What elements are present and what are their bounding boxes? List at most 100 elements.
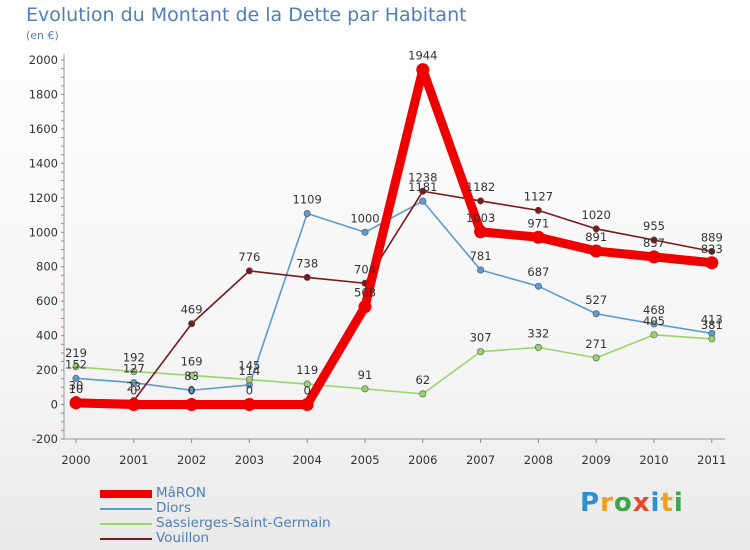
series-1-data-label: 0 — [304, 384, 311, 398]
series-3-data-label: 169 — [181, 354, 203, 368]
y-tick-label: 2000 — [29, 53, 58, 67]
logo-letter: i — [673, 488, 684, 518]
series-line-4 — [75, 190, 713, 402]
series-2-data-label: 1109 — [293, 192, 322, 206]
series-3-point — [534, 343, 542, 351]
series-3-data-label: 119 — [296, 363, 318, 377]
series-2-data-label: 152 — [65, 357, 87, 371]
series-2-data-label: 83 — [184, 369, 199, 383]
series-3-data-label: 332 — [527, 326, 549, 340]
series-4-point — [303, 273, 311, 281]
series-3-data-label: 219 — [65, 346, 87, 360]
series-4-point — [419, 187, 427, 195]
legend-label: Vouillon — [156, 530, 210, 546]
series-3-data-label: 405 — [643, 314, 665, 328]
legend-item: Vouillon — [100, 531, 331, 546]
y-tick-label: 400 — [36, 329, 58, 343]
y-tick-label: -200 — [32, 432, 58, 446]
x-tick-label: 2008 — [524, 453, 553, 467]
series-2-point — [477, 266, 485, 274]
series-4-data-label: 1020 — [582, 208, 611, 222]
series-1-point — [531, 230, 545, 244]
series-4-point — [592, 225, 600, 233]
y-tick-label: 0 — [51, 398, 58, 412]
series-2-data-label: 114 — [238, 364, 260, 378]
logo-letter: o — [613, 488, 633, 518]
series-2-point — [303, 209, 311, 217]
x-tick-label: 2006 — [408, 453, 437, 467]
series-2-data-label: 687 — [527, 265, 549, 279]
y-tick-label: 1200 — [29, 191, 58, 205]
series-1-data-label: 823 — [701, 242, 723, 256]
series-4-data-label: 1182 — [466, 180, 495, 194]
series-4-point — [534, 206, 542, 214]
x-tick-label: 2002 — [177, 453, 206, 467]
series-3-point — [650, 331, 658, 339]
series-2-data-label: 468 — [643, 303, 665, 317]
series-2-data-label: 127 — [123, 362, 145, 376]
series-3-point — [419, 390, 427, 398]
series-3-point — [477, 348, 485, 356]
series-line-2 — [75, 200, 713, 392]
series-2-point — [592, 310, 600, 318]
logo-letter: i — [650, 488, 661, 518]
series-4-data-label: 889 — [701, 230, 723, 244]
series-1-point — [69, 396, 83, 410]
series-3-data-label: 62 — [415, 373, 430, 387]
series-4-data-label: 704 — [354, 262, 376, 276]
logo-letter: P — [580, 488, 601, 518]
series-2-data-label: 1181 — [408, 180, 437, 194]
series-1-point — [358, 300, 372, 314]
series-1-point — [416, 63, 430, 77]
x-tick-label: 2007 — [466, 453, 495, 467]
x-tick-label: 2004 — [293, 453, 322, 467]
series-1-point — [300, 398, 314, 412]
series-3-point — [303, 380, 311, 388]
x-tick-label: 2003 — [235, 453, 264, 467]
y-tick-label: 1000 — [29, 225, 58, 239]
series-1-data-label: 1944 — [408, 49, 437, 63]
series-1-data-label: 568 — [354, 286, 376, 300]
series-2-point — [419, 197, 427, 205]
legend-item: Diors — [100, 501, 331, 516]
legend-swatch — [100, 522, 152, 525]
logo-letter: t — [660, 488, 674, 518]
series-3-point — [130, 367, 138, 375]
series-2-data-label: 527 — [585, 293, 607, 307]
y-tick-label: 600 — [36, 294, 58, 308]
series-1-data-label: 1003 — [466, 211, 495, 225]
legend-swatch — [100, 489, 152, 498]
series-2-point — [534, 282, 542, 290]
series-3-data-label: 381 — [701, 318, 723, 332]
legend-item: Sassierges-Saint-Germain — [100, 516, 331, 531]
series-3-data-label: 192 — [123, 350, 145, 364]
series-1-data-label: 971 — [527, 216, 549, 230]
series-line-1 — [71, 65, 717, 410]
legend-label: MâRON — [156, 485, 207, 501]
x-tick-label: 2009 — [582, 453, 611, 467]
series-4-data-label: 1127 — [524, 189, 553, 203]
logo-letter: x — [632, 488, 651, 518]
series-1-data-label: 891 — [585, 230, 607, 244]
x-tick-label: 2011 — [697, 453, 726, 467]
y-tick-label: 200 — [36, 363, 58, 377]
series-4-data-label: 469 — [181, 303, 203, 317]
y-tick-label: 800 — [36, 260, 58, 274]
series-3-data-label: 91 — [358, 368, 373, 382]
series-2-point — [361, 228, 369, 236]
series-1-data-label: 10 — [69, 382, 84, 396]
chart-title: Evolution du Montant de la Dette par Hab… — [26, 4, 467, 26]
series-4-data-label: 30 — [69, 378, 84, 392]
x-tick-label: 2005 — [350, 453, 379, 467]
legend-swatch — [100, 537, 152, 540]
series-3-data-label: 307 — [470, 331, 492, 345]
legend-label: Diors — [156, 500, 191, 516]
series-2-point — [72, 374, 80, 382]
series-1-point — [705, 256, 719, 270]
series-3-data-label: 271 — [585, 337, 607, 351]
y-tick-label: 1400 — [29, 156, 58, 170]
series-2-point — [188, 386, 196, 394]
x-tick-label: 2001 — [119, 453, 148, 467]
series-4-data-label: 738 — [296, 256, 318, 270]
